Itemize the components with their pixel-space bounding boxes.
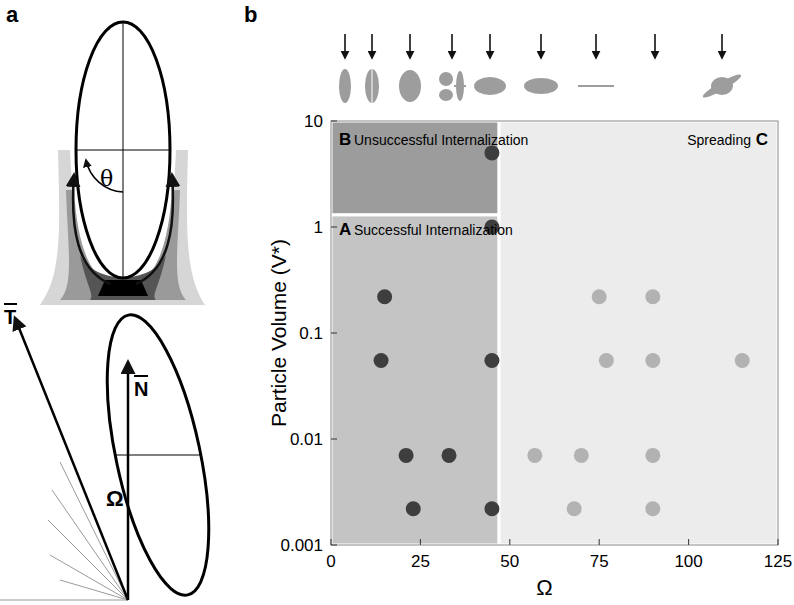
wrapping-arrow [136,175,173,284]
data-point [645,353,660,368]
shape-icon [524,78,558,94]
overbar [134,375,148,377]
panel-label: b [244,2,257,27]
shape-icon [399,70,421,102]
data-point [735,353,750,368]
data-point [399,448,414,463]
data-point [484,501,499,516]
tick [331,121,337,122]
data-point [645,289,660,304]
plot-area [331,121,778,545]
panel-label: a [6,2,19,27]
region [499,121,778,545]
theta-arc [86,160,123,192]
plot-frame [331,121,778,545]
data-point [599,353,614,368]
data-point [374,353,389,368]
omega-label: Ω [106,486,124,511]
particle [76,22,170,278]
tick [331,227,337,228]
icon-arrow [654,34,656,58]
shape-icon [701,72,743,101]
icon-arrow [371,34,373,58]
icon-arrow [451,34,453,58]
data-point [645,501,660,516]
tick [331,439,337,440]
region-label: Unsuccessful Internalization [354,132,528,148]
tangent-line [60,462,128,600]
data-point [442,448,457,463]
tick-label: 10 [304,112,323,131]
shape-icon [339,69,351,103]
tick [420,539,421,545]
tick [331,539,332,545]
region [331,215,499,545]
data-point [592,289,607,304]
tick [599,539,600,545]
wrapping-arrow [73,175,110,284]
normal-label: N [134,378,148,400]
data-point [527,448,542,463]
axis-line [76,150,170,151]
tick [688,539,689,545]
shape-icon [365,69,379,103]
overbar [4,303,17,305]
shape-icons [339,34,743,103]
tick-label: 25 [411,552,430,571]
region-letter: B [339,130,351,149]
icon-arrow [409,34,411,58]
shape-icon [439,72,453,86]
data-point [574,448,589,463]
tick [509,539,510,545]
shape-icon-line [372,69,373,103]
data-point [645,448,660,463]
tick-label: 0 [326,552,335,571]
figure: a b θ T N Ω BUnsuccessful Internalization ASucc… [0,0,794,605]
region-label: Spreading [687,132,751,148]
data-point [406,501,421,516]
tangent-line [48,520,128,600]
icon-arrow [595,34,597,58]
particle [87,306,229,603]
region-label: Successful Internalization [354,222,513,238]
diagram-bottom: T N Ω [0,304,229,604]
surface-line [0,600,128,601]
data-point [377,289,392,304]
tick [778,539,779,545]
tick-label: 75 [590,552,609,571]
icon-arrow [344,34,346,58]
tick-label: 0.001 [280,536,323,555]
tangent-vector [15,318,128,600]
tick-label: 100 [674,552,702,571]
tick-label: 50 [500,552,519,571]
data-point [484,353,499,368]
data-point [567,501,582,516]
normal-vector [127,362,130,600]
theta-label: θ [100,166,113,191]
shape-icon [439,89,453,101]
region-letter: C [756,130,768,149]
tick-label: 125 [764,552,792,571]
tangent-label: T [4,306,16,328]
x-axis-title: Ω [536,575,552,600]
diagram-top: θ [40,22,205,305]
tangent-line [50,555,128,600]
y-axis-title: Particle Volume (V*) [267,239,290,427]
shape-icon [454,85,466,87]
icon-arrow [540,34,542,58]
tick [331,333,337,334]
icon-arrow [489,34,491,58]
shape-icon [474,77,506,95]
tick-label: 0.01 [290,430,323,449]
icon-arrow [721,34,723,58]
shape-icon [578,85,614,87]
tick-label: 1 [314,218,323,237]
region-letter: A [339,220,351,239]
tick-label: 0.1 [299,324,323,343]
tick [331,545,337,546]
